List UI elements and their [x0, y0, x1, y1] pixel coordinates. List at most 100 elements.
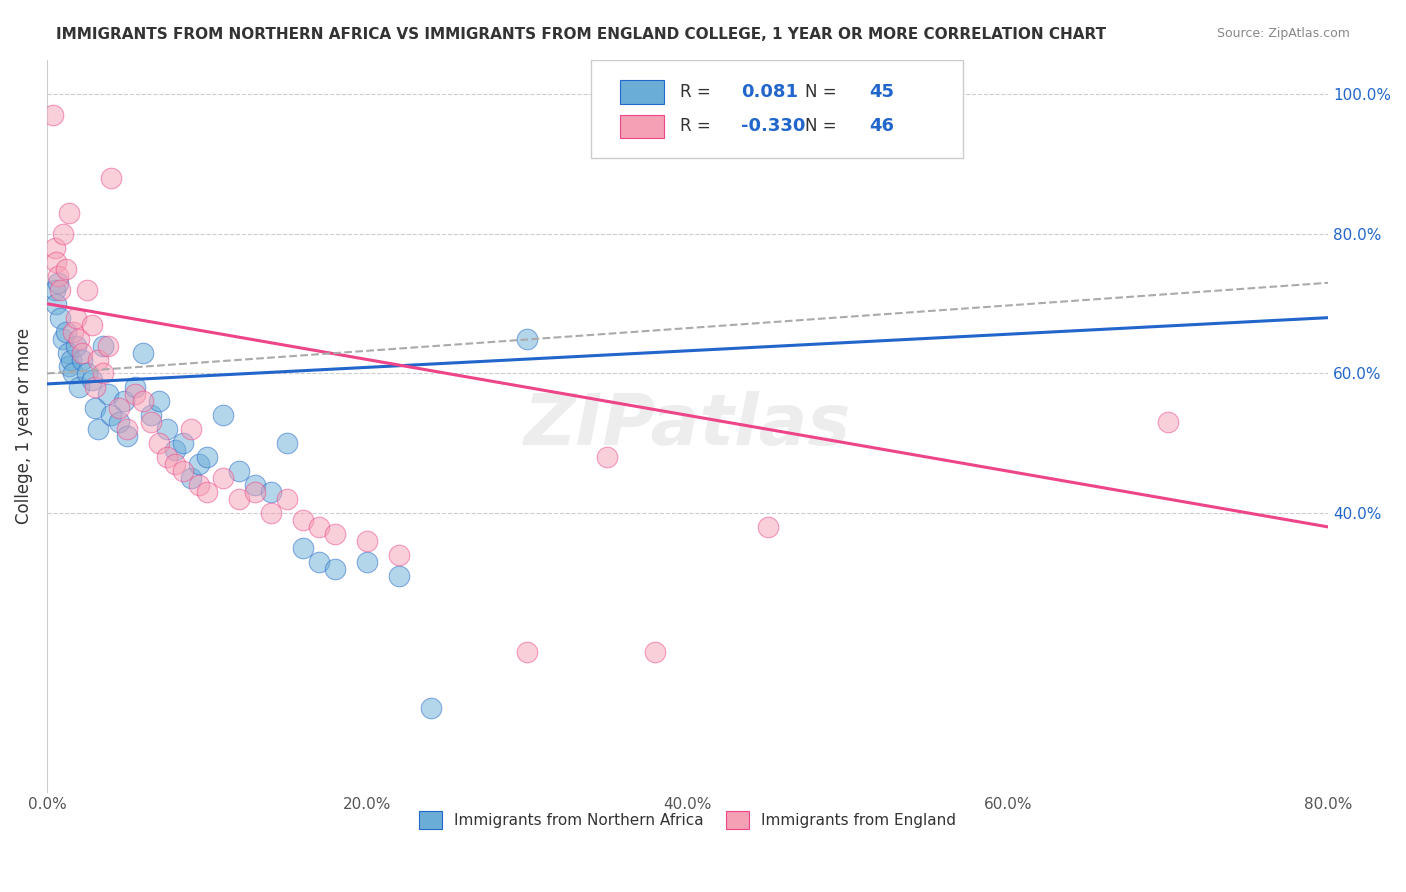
Point — [59, 352, 82, 367]
Point — [115, 422, 138, 436]
Point — [156, 422, 179, 436]
Point — [65, 338, 87, 352]
Point — [55, 325, 77, 339]
Point — [148, 394, 170, 409]
Point — [212, 409, 235, 423]
Point — [188, 457, 211, 471]
Point — [516, 332, 538, 346]
Point — [97, 387, 120, 401]
Point — [163, 457, 186, 471]
Point — [596, 450, 619, 465]
Point — [52, 332, 75, 346]
Point — [356, 555, 378, 569]
Point — [195, 485, 218, 500]
Point — [139, 409, 162, 423]
FancyBboxPatch shape — [620, 80, 665, 103]
FancyBboxPatch shape — [592, 60, 963, 159]
Text: N =: N = — [806, 83, 842, 101]
Point — [228, 491, 250, 506]
Point — [65, 310, 87, 325]
Text: -0.330: -0.330 — [741, 117, 806, 136]
Point — [56, 345, 79, 359]
Point — [100, 171, 122, 186]
Text: ZIPatlas: ZIPatlas — [524, 392, 851, 460]
Point — [243, 478, 266, 492]
Point — [48, 310, 70, 325]
Point — [260, 485, 283, 500]
Point — [388, 548, 411, 562]
Point — [163, 443, 186, 458]
Point — [46, 268, 69, 283]
Point — [87, 352, 110, 367]
Point — [644, 645, 666, 659]
Point — [100, 409, 122, 423]
Point — [108, 415, 131, 429]
Point — [52, 227, 75, 241]
Point — [84, 380, 107, 394]
Point — [188, 478, 211, 492]
Point — [84, 401, 107, 416]
Point — [80, 374, 103, 388]
Legend: Immigrants from Northern Africa, Immigrants from England: Immigrants from Northern Africa, Immigra… — [412, 805, 963, 836]
Point — [132, 394, 155, 409]
Text: 0.081: 0.081 — [741, 83, 799, 101]
Point — [55, 261, 77, 276]
Point — [132, 345, 155, 359]
Point — [308, 520, 330, 534]
Point — [44, 241, 66, 255]
Point — [276, 436, 298, 450]
Point — [91, 338, 114, 352]
Point — [756, 520, 779, 534]
Point — [48, 283, 70, 297]
Point — [243, 485, 266, 500]
Y-axis label: College, 1 year or more: College, 1 year or more — [15, 327, 32, 524]
Point — [292, 541, 315, 555]
Point — [356, 533, 378, 548]
Point — [180, 471, 202, 485]
Point — [180, 422, 202, 436]
Point — [260, 506, 283, 520]
Point — [172, 436, 194, 450]
Point — [124, 387, 146, 401]
Point — [228, 464, 250, 478]
Point — [1157, 415, 1180, 429]
Point — [58, 359, 80, 374]
Point — [115, 429, 138, 443]
Point — [97, 338, 120, 352]
Point — [80, 318, 103, 332]
Point — [124, 380, 146, 394]
Point — [276, 491, 298, 506]
Point — [62, 367, 84, 381]
Point — [76, 367, 98, 381]
Point — [212, 471, 235, 485]
Point — [172, 464, 194, 478]
Text: 45: 45 — [869, 83, 894, 101]
Point — [388, 568, 411, 582]
Point — [46, 276, 69, 290]
Point — [420, 701, 443, 715]
Point — [195, 450, 218, 465]
Text: R =: R = — [681, 117, 716, 136]
Point — [323, 562, 346, 576]
Point — [62, 325, 84, 339]
Point — [70, 352, 93, 367]
Point — [323, 527, 346, 541]
Point — [516, 645, 538, 659]
Point — [45, 296, 67, 310]
Point — [308, 555, 330, 569]
Point — [148, 436, 170, 450]
Point — [76, 283, 98, 297]
Point — [112, 394, 135, 409]
Point — [156, 450, 179, 465]
Point — [67, 332, 90, 346]
Point — [44, 283, 66, 297]
Point — [67, 380, 90, 394]
Point — [139, 415, 162, 429]
Point — [292, 513, 315, 527]
Point — [58, 206, 80, 220]
Point — [70, 345, 93, 359]
Point — [91, 367, 114, 381]
Point — [45, 255, 67, 269]
Point — [87, 422, 110, 436]
Text: R =: R = — [681, 83, 716, 101]
